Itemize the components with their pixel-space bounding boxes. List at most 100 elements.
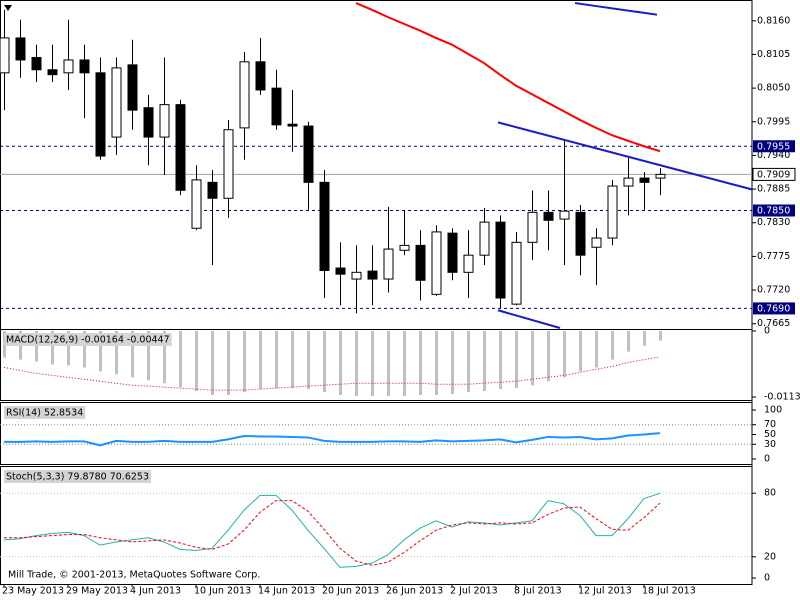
x-tick-label: 20 Jun 2013 — [322, 586, 379, 597]
y-tick-label: 0.7665 — [757, 318, 790, 329]
pane-frame — [0, 466, 753, 585]
candle-body — [575, 211, 586, 256]
y-tick-label: 0 — [764, 454, 770, 465]
macd-bar — [227, 331, 230, 396]
indicator-line — [4, 432, 661, 447]
x-tick-label: 2 Jul 2013 — [450, 586, 498, 597]
macd-bar — [67, 331, 70, 366]
candle-body — [431, 231, 442, 295]
x-tick-label: 26 Jun 2013 — [386, 586, 443, 597]
macd-bar — [531, 331, 534, 386]
candle-body — [111, 67, 122, 138]
candle-body — [207, 181, 218, 199]
candle-body — [271, 87, 282, 126]
macd-bar — [163, 331, 166, 384]
candle-body — [415, 244, 426, 281]
candle-body — [335, 267, 346, 275]
x-tick-label: 12 Jul 2013 — [578, 586, 632, 597]
candle-body — [223, 129, 234, 199]
candle-body — [351, 271, 362, 280]
current-price-box — [752, 167, 796, 181]
indicator-title: RSI(14) 52.8534 — [6, 408, 83, 419]
macd-bar — [451, 331, 454, 395]
macd-bar — [515, 331, 518, 389]
pane — [3, 331, 662, 397]
pane — [0, 492, 752, 568]
y-tick-label: 0 — [764, 573, 770, 584]
candle-body — [79, 59, 90, 74]
macd-bar — [467, 331, 470, 393]
candle-body — [95, 72, 106, 157]
x-tick-label: 14 Jun 2013 — [258, 586, 315, 597]
level-label-box — [753, 204, 795, 217]
level-label: 0.7850 — [757, 206, 790, 217]
macd-bar — [387, 331, 390, 397]
indicator-title: Stoch(5,3,3) 79.8780 70.6253 — [6, 472, 149, 483]
macd-bar — [179, 331, 182, 388]
y-tick-label: 0.7995 — [757, 116, 790, 127]
macd-bar — [611, 331, 614, 360]
candle-body — [447, 232, 458, 273]
y-tick-label: 100 — [764, 405, 782, 416]
candle-body — [655, 173, 666, 179]
candle-body — [15, 37, 26, 61]
candle-body — [239, 61, 250, 129]
candle-body — [607, 185, 618, 239]
candle-body — [463, 254, 474, 273]
pane — [0, 424, 752, 447]
macd-bar — [595, 331, 598, 368]
candle-body — [479, 221, 490, 256]
candle-body — [319, 181, 330, 271]
x-tick-label: 29 May 2013 — [66, 586, 128, 597]
macd-bar — [435, 331, 438, 396]
pane — [0, 2, 752, 329]
y-tick-label: 30 — [764, 439, 776, 450]
macd-bar — [291, 331, 294, 389]
y-tick-label: 50 — [764, 429, 776, 440]
macd-bar — [147, 331, 150, 381]
pane-frame — [0, 402, 753, 465]
trendline — [497, 309, 561, 329]
y-tick-label: 0.8105 — [757, 49, 790, 60]
y-tick-label: 20 — [764, 551, 776, 562]
candle-body — [47, 69, 58, 76]
menu-triangle[interactable] — [4, 5, 12, 11]
macd-bar — [243, 331, 246, 393]
candle-body — [175, 104, 186, 191]
level-label-box — [753, 140, 795, 153]
macd-bar — [35, 331, 38, 362]
indicator-title-box — [4, 470, 152, 483]
candle-body — [623, 177, 634, 187]
level-label-box — [753, 302, 795, 315]
macd-bar — [99, 331, 102, 372]
candle-body — [543, 211, 554, 221]
indicator-line — [3, 492, 661, 568]
candle-body — [383, 248, 394, 280]
level-label: 0.7690 — [757, 303, 790, 314]
y-tick-label: 0 — [764, 326, 770, 337]
y-tick-label: 0.8050 — [757, 83, 790, 94]
y-tick-label: 0.7885 — [757, 184, 790, 195]
macd-bar — [115, 331, 118, 375]
macd-bar — [643, 331, 646, 346]
x-tick-label: 23 May 2013 — [2, 586, 64, 597]
candle-body — [127, 64, 138, 111]
macd-bar — [275, 331, 278, 389]
indicator-title-box — [4, 333, 172, 346]
x-tick-label: 18 Jul 2013 — [642, 586, 696, 597]
candle-body — [191, 179, 202, 229]
macd-bar — [259, 331, 262, 390]
candle-body — [303, 125, 314, 183]
indicator-title-box — [4, 406, 86, 419]
candle-body — [159, 104, 170, 138]
candle-body — [143, 107, 154, 138]
candle-body — [255, 61, 266, 91]
macd-bar — [547, 331, 550, 382]
candle-body — [495, 221, 506, 299]
moving-average — [355, 2, 661, 153]
macd-bar — [51, 331, 54, 365]
macd-bar — [483, 331, 486, 392]
candle-body — [367, 270, 378, 280]
